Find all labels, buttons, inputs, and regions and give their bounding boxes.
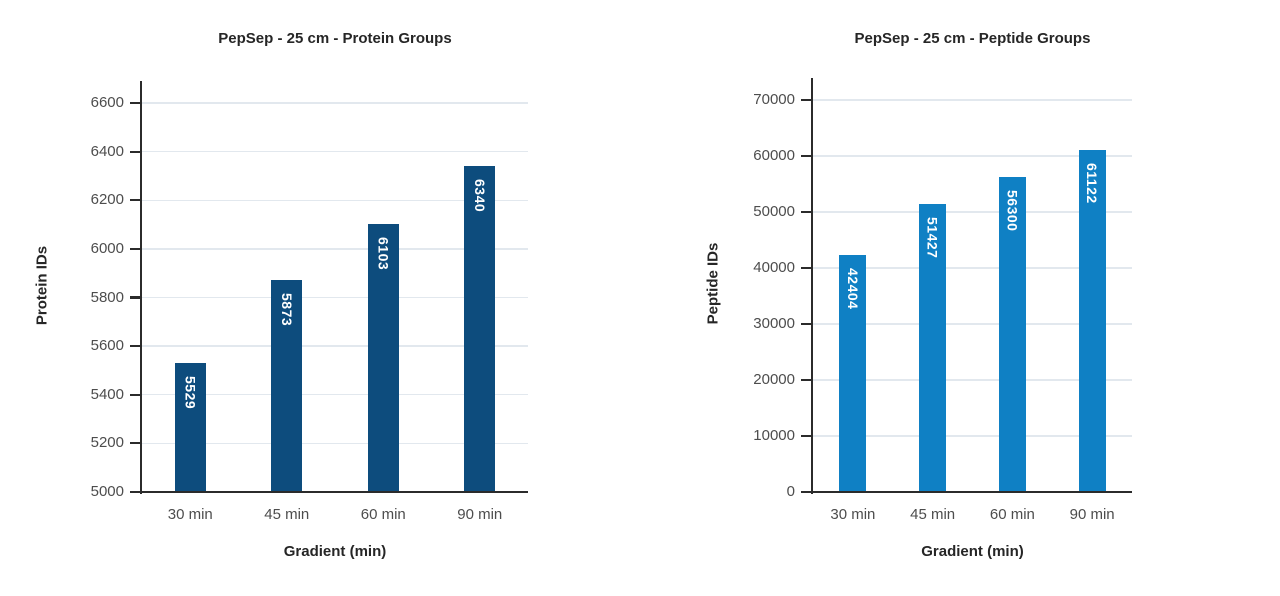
y-tick-mark (801, 210, 813, 214)
bar-value-label: 6340 (471, 179, 488, 213)
y-axis-spine (139, 81, 142, 495)
y-tick-mark (130, 490, 142, 494)
y-tick-label: 6400 (90, 142, 124, 160)
y-tick-label: 6600 (90, 94, 124, 111)
bar-60-min (367, 223, 399, 491)
gridline (142, 248, 528, 250)
protein-groups-chart: PepSep - 25 cm - Protein Groups Protein … (33, 30, 528, 560)
gridline (142, 199, 528, 201)
bar-90-min (1078, 149, 1106, 491)
y-axis-title: Peptide IDs (704, 242, 722, 325)
y-tick-label: 0 (786, 483, 795, 500)
x-axis-spine (813, 490, 1132, 494)
x-axis-title: Gradient (min) (921, 543, 1024, 560)
bar-label-wrap: 56300 (999, 190, 1026, 231)
y-tick-mark (801, 378, 813, 382)
bar-90-min (464, 166, 496, 491)
gridline (813, 435, 1132, 437)
x-tick-label: 90 min (1069, 506, 1115, 523)
chart-title: PepSep - 25 cm - Protein Groups (218, 30, 452, 47)
y-tick-label: 30000 (753, 315, 795, 332)
y-tick-mark (130, 393, 142, 396)
peptide-groups-chart: PepSep - 25 cm - Peptide Groups Peptide … (640, 0, 1280, 596)
bar-value-label: 61122 (1084, 162, 1101, 204)
y-tick-mark (130, 247, 142, 250)
gridline (142, 345, 528, 347)
bar-label-wrap: 51427 (919, 217, 946, 258)
x-tick-label: 45 min (264, 506, 310, 523)
gridline (142, 296, 528, 299)
y-tick-mark (130, 199, 142, 202)
x-axis-title: Gradient (min) (283, 543, 387, 560)
bar-60-min (998, 176, 1026, 491)
bar-value-label: 5873 (278, 292, 295, 326)
gridline (813, 267, 1132, 269)
gridline (142, 150, 528, 153)
y-tick-label: 5800 (90, 288, 124, 306)
y-tick-label: 5400 (90, 385, 124, 403)
y-tick-mark (801, 434, 813, 438)
y-tick-mark (801, 490, 813, 494)
y-tick-mark (801, 266, 813, 270)
y-tick-mark (801, 98, 813, 102)
bar-label-wrap: 61122 (1079, 163, 1106, 204)
y-tick-mark (130, 345, 142, 348)
x-tick-label: 45 min (910, 506, 956, 523)
y-tick-mark (130, 101, 142, 105)
x-tick-label: 30 min (830, 506, 876, 523)
y-tick-mark (130, 442, 142, 445)
bar-45-min (271, 279, 303, 491)
y-tick-label: 5600 (90, 337, 124, 355)
gridline (813, 155, 1132, 157)
y-tick-label: 6000 (90, 239, 124, 257)
bar-value-label: 51427 (924, 217, 941, 259)
chart-title: PepSep - 25 cm - Peptide Groups (854, 30, 1091, 47)
bar-value-label: 5529 (182, 376, 199, 410)
x-tick-label: 30 min (167, 506, 213, 523)
bar-30-min (839, 254, 867, 491)
y-tick-mark (801, 154, 813, 158)
y-axis-title: Protein IDs (33, 245, 51, 325)
bar-label-wrap: 6340 (464, 179, 495, 212)
x-tick-label: 60 min (360, 506, 406, 523)
y-tick-label: 6200 (90, 191, 124, 209)
gridline (813, 211, 1132, 213)
y-tick-label: 50000 (753, 203, 795, 220)
y-tick-label: 10000 (753, 427, 795, 444)
gridline (142, 442, 528, 445)
bar-30-min (174, 363, 206, 491)
bar-label-wrap: 6103 (368, 237, 399, 270)
gridline (813, 99, 1132, 101)
y-tick-mark (130, 150, 142, 153)
y-tick-mark (130, 296, 142, 299)
y-tick-label: 70000 (753, 91, 795, 108)
y-tick-mark (801, 322, 813, 326)
bar-value-label: 56300 (1004, 189, 1021, 232)
x-tick-label: 60 min (989, 506, 1035, 523)
y-tick-label: 40000 (753, 259, 795, 276)
y-tick-label: 60000 (753, 147, 795, 164)
gridline (142, 102, 528, 104)
gridline (813, 323, 1132, 325)
gridline (142, 394, 528, 396)
bar-label-wrap: 5873 (271, 293, 302, 326)
x-axis-spine (142, 490, 528, 494)
gridline (813, 379, 1132, 381)
bar-label-wrap: 5529 (175, 376, 206, 409)
x-tick-label: 90 min (457, 506, 503, 523)
bar-label-wrap: 42404 (839, 268, 866, 309)
bar-value-label: 6103 (375, 236, 392, 270)
y-axis-spine (810, 78, 813, 495)
y-tick-label: 5200 (90, 434, 124, 452)
y-tick-label: 20000 (753, 371, 795, 388)
bar-45-min (919, 204, 947, 491)
bar-value-label: 42404 (844, 267, 861, 309)
y-tick-label: 5000 (90, 483, 124, 500)
